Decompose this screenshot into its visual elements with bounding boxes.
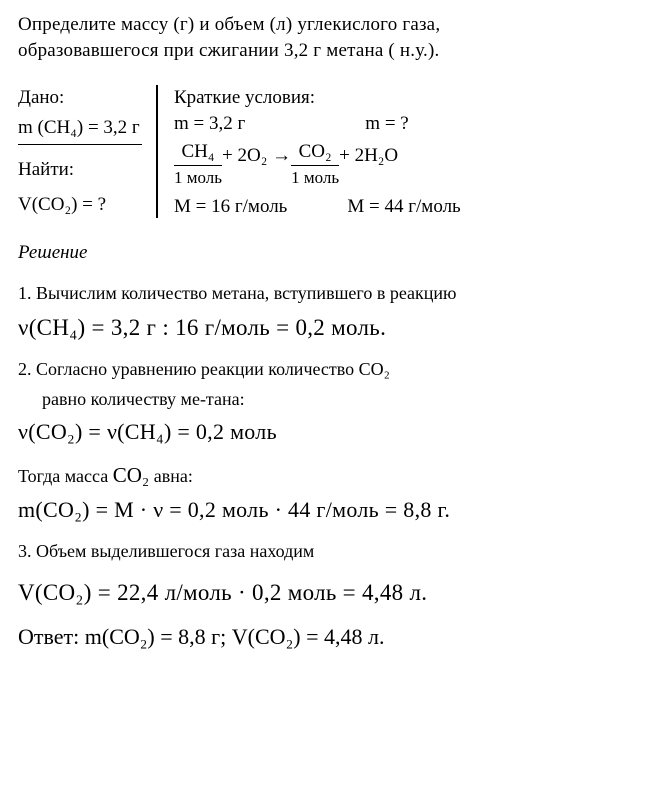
problem-line2: образовавшегося при сжигании 3,2 г метан…: [18, 38, 634, 64]
step3-text: 3. Объем выделившегося газа находим: [18, 539, 634, 563]
reaction-equation: CH₄ 1 моль + 2O₂ → CO₂ 1 моль + 2H₂O: [174, 139, 634, 191]
molar-mass-co2: M = 44 г/моль: [347, 194, 460, 220]
given-block: Дано: m (СН₄) = 3,2 г Найти: V(CO₂) = ? …: [18, 85, 634, 220]
eq-ch4: CH₄: [174, 139, 222, 167]
step2-text-b: равно количеству ме-тана:: [42, 387, 634, 411]
step1-formula: ν(CH₄) = 3,2 г : 16 г/моль = 0,2 моль.: [18, 312, 634, 343]
find-vco2: V(CO₂) = ?: [18, 192, 142, 218]
step2-text-a: 2. Согласно уравнению реакции количество…: [18, 357, 634, 381]
step2-text-c: Тогда масса CO₂ авна:: [18, 461, 634, 489]
eq-ch4-mol: 1 моль: [174, 166, 222, 190]
eq-co2-mol: 1 моль: [291, 166, 339, 190]
step2-text-c-mid: CO₂: [113, 463, 150, 487]
problem-statement: Определите массу (г) и объем (л) углекис…: [18, 12, 634, 63]
short-conditions-label: Краткие условия:: [174, 85, 634, 111]
step2-formula2: m(CO₂) = M · ν = 0,2 моль · 44 г/моль = …: [18, 495, 634, 525]
eq-plus-o2: + 2O₂ →: [222, 143, 291, 187]
step3-formula: V(CO₂) = 22,4 л/моль · 0,2 моль = 4,48 л…: [18, 577, 634, 608]
molar-mass-ch4: M = 16 г/моль: [174, 194, 287, 220]
short-m-q: m = ?: [365, 111, 408, 137]
given-left: Дано: m (СН₄) = 3,2 г Найти: V(CO₂) = ?: [18, 85, 158, 218]
dano-label: Дано:: [18, 85, 142, 111]
step2-text-c-post: авна:: [149, 466, 193, 486]
problem-line1: Определите массу (г) и объем (л) углекис…: [18, 12, 634, 38]
short-m-val: m = 3,2 г: [174, 111, 245, 137]
find-label: Найти:: [18, 157, 142, 183]
given-right: Краткие условия: m = 3,2 г m = ? CH₄ 1 м…: [158, 85, 634, 220]
step2-formula1: ν(CO₂) = ν(CH₄) = 0,2 моль: [18, 417, 634, 447]
solution-title: Решение: [18, 240, 634, 266]
given-mch4: m (СН₄) = 3,2 г: [18, 115, 142, 145]
step2-text-c-pre: Тогда масса: [18, 466, 113, 486]
step1-text: 1. Вычислим количество метана, вступивше…: [18, 281, 634, 305]
answer: Ответ: m(CO₂) = 8,8 г; V(CO₂) = 4,48 л.: [18, 622, 634, 652]
eq-co2: CO₂: [291, 139, 339, 167]
eq-plus-h2o: + 2H₂O: [339, 143, 398, 187]
